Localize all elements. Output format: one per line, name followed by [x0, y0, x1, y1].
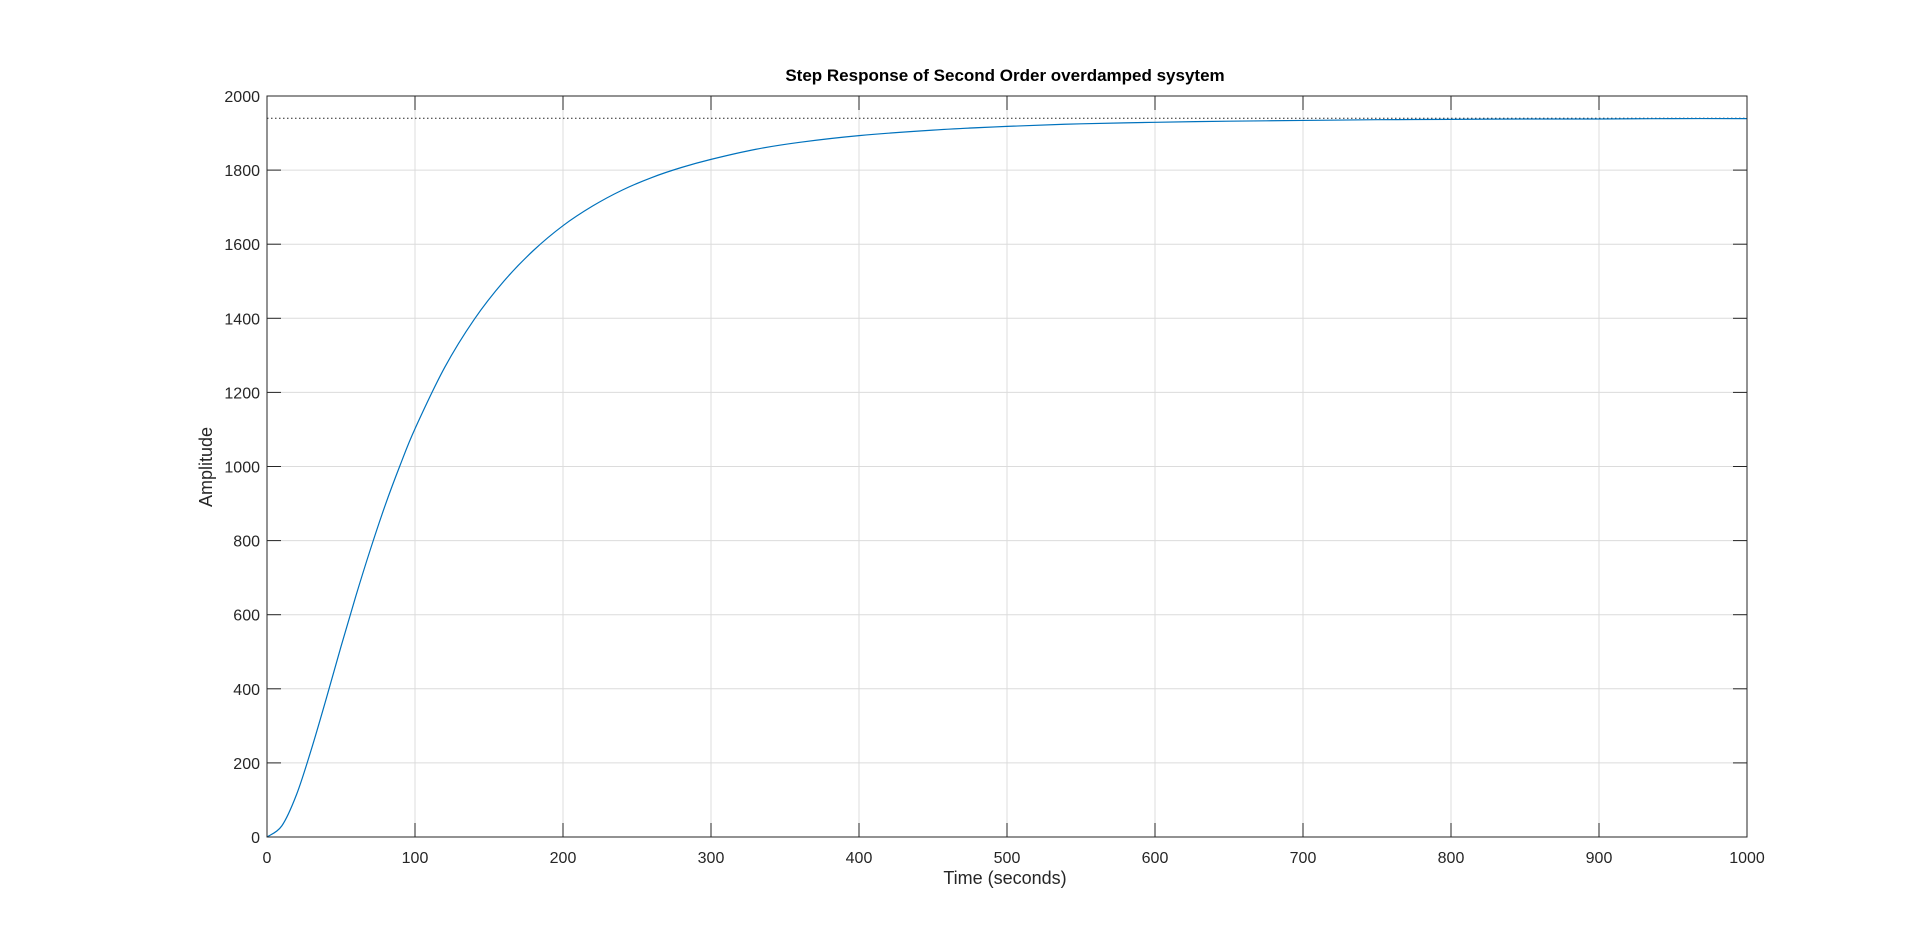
x-tick-label: 1000	[1729, 850, 1765, 867]
x-tick-label: 500	[994, 850, 1021, 867]
x-tick-label: 300	[698, 850, 725, 867]
y-tick-label: 400	[233, 682, 260, 699]
y-tick-label: 1600	[224, 237, 260, 254]
series-group	[266, 117, 1748, 838]
x-ticks: 0 100 200 300 400 500 600 700 800 900 1000	[263, 96, 1765, 867]
y-axis-label: Amplitude	[196, 427, 216, 507]
grid-lines	[267, 96, 1747, 837]
x-tick-label: 200	[550, 850, 577, 867]
y-tick-label: 2000	[224, 89, 260, 106]
y-tick-label: 0	[251, 830, 260, 847]
y-tick-label: 1000	[224, 460, 260, 477]
y-ticks: 0 200 400 600 800 1000 1200 1400 1600 1800 2000	[224, 89, 1747, 847]
series-line-0	[266, 117, 1748, 838]
y-tick-label: 800	[233, 534, 260, 551]
y-tick-label: 200	[233, 756, 260, 773]
x-axis-label: Time (seconds)	[943, 868, 1066, 888]
y-tick-label: 1400	[224, 311, 260, 328]
x-tick-label: 0	[263, 850, 272, 867]
y-tick-label: 1200	[224, 385, 260, 402]
x-tick-label: 100	[402, 850, 429, 867]
x-tick-label: 600	[1142, 850, 1169, 867]
x-tick-label: 900	[1586, 850, 1613, 867]
x-tick-label: 700	[1290, 850, 1317, 867]
x-tick-label: 400	[846, 850, 873, 867]
y-tick-label: 600	[233, 608, 260, 625]
chart-title: Step Response of Second Order overdamped…	[785, 66, 1224, 85]
y-tick-label: 1800	[224, 163, 260, 180]
x-tick-label: 800	[1438, 850, 1465, 867]
